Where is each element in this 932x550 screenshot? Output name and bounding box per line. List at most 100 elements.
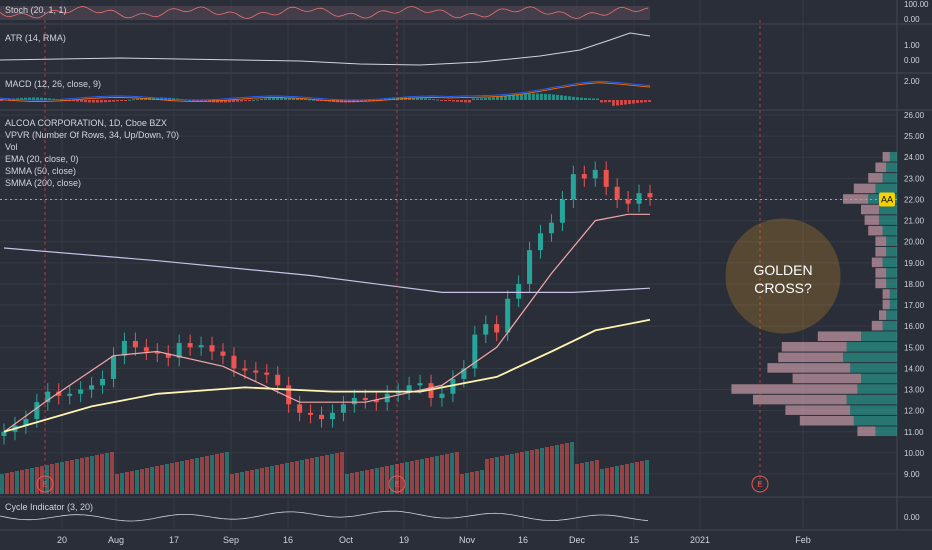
volume-bar (285, 463, 289, 494)
macd-bar (76, 100, 79, 102)
volume-bar (0, 474, 4, 494)
macd-bar (248, 100, 251, 101)
volume-bar (425, 458, 429, 494)
candle-body (362, 397, 368, 401)
volume-bar (645, 460, 649, 494)
macd-bar (300, 98, 303, 100)
annotation-line-2: CROSS? (754, 280, 812, 296)
macd-bar (128, 99, 131, 101)
volume-bar (435, 456, 439, 494)
time-tick: 17 (169, 535, 179, 545)
volume-bar (610, 467, 614, 494)
price-tick: 25.00 (904, 132, 925, 141)
volume-bar (265, 467, 269, 494)
candle-body (592, 169, 598, 179)
volume-bar (440, 455, 444, 494)
volume-bar (150, 467, 154, 494)
candle-body (461, 368, 467, 379)
volume-bar (635, 462, 639, 494)
macd-bar (604, 100, 607, 103)
candle-body (78, 389, 84, 394)
vpvr-up-bar (861, 331, 897, 342)
overlay-smma200: SMMA (200, close) (5, 178, 82, 188)
time-tick: Nov (459, 535, 476, 545)
vpvr-down-bar (781, 342, 847, 352)
price-tick: 18.00 (904, 280, 925, 289)
macd-bar (480, 98, 483, 100)
macd-bar (552, 94, 555, 100)
vpvr-down-bar (871, 320, 883, 331)
macd-bar (112, 100, 115, 102)
vpvr-down-bar (875, 236, 887, 246)
volume-bar (630, 463, 634, 494)
volume-bar (550, 446, 554, 494)
macd-bar (472, 98, 475, 100)
macd-bar (412, 97, 415, 100)
candle-body (198, 345, 204, 348)
time-tick: 16 (518, 535, 528, 545)
volume-bar (560, 444, 564, 494)
vpvr-up-bar (843, 352, 897, 363)
time-tick: 20 (57, 535, 67, 545)
macd-bar (576, 97, 579, 100)
price-tick: 11.00 (904, 428, 924, 437)
volume-bar (110, 452, 114, 494)
candle-body (439, 393, 445, 398)
vpvr-down-bar (817, 331, 861, 342)
macd-bar (628, 100, 631, 105)
time-tick: Oct (339, 535, 354, 545)
candle-body (395, 391, 401, 394)
candle-body (176, 343, 182, 358)
volume-bar (345, 474, 349, 494)
volume-bar (575, 464, 579, 494)
volume-bar (525, 451, 529, 494)
price-tick: 21.00 (904, 217, 925, 226)
volume-bar (230, 474, 234, 494)
macd-bar (292, 97, 295, 100)
macd-bar (108, 100, 111, 102)
price-tick: 15.00 (904, 343, 925, 352)
price-tick: 22.00 (904, 195, 925, 204)
volume-bar (625, 464, 629, 494)
macd-bar (196, 100, 199, 101)
candle-body (483, 324, 489, 335)
vpvr-down-bar (857, 426, 876, 437)
candle-body (242, 368, 248, 371)
macd-bar (636, 100, 639, 104)
volume-bar (355, 472, 359, 494)
macd-bar (648, 100, 651, 102)
vpvr-up-bar (886, 278, 897, 289)
macd-bar (520, 94, 523, 100)
candle-body (187, 343, 193, 348)
candle-body (603, 169, 609, 187)
macd-bar (460, 100, 463, 103)
time-tick: 15 (629, 535, 639, 545)
macd-bar (72, 100, 75, 102)
macd-bar (640, 100, 643, 103)
volume-bar (445, 454, 449, 494)
volume-bar (530, 450, 534, 494)
macd-bar (96, 100, 99, 103)
macd-bar (308, 99, 311, 101)
earnings-label: E (394, 480, 399, 489)
macd-bar (512, 94, 515, 100)
macd-bar (432, 99, 435, 101)
vpvr-up-bar (886, 236, 897, 246)
volume-bar (115, 474, 119, 494)
macd-bar (244, 100, 247, 101)
macd-bar (84, 100, 87, 103)
macd-bar (224, 100, 227, 103)
vpvr-up-bar (861, 373, 897, 384)
macd-bar (496, 96, 499, 100)
volume-bar (590, 461, 594, 494)
time-tick: 16 (283, 535, 293, 545)
volume-bar (215, 454, 219, 494)
overlay-vpvr: VPVR (Number Of Rows, 34, Up/Down, 70) (5, 130, 180, 140)
volume-bar (70, 460, 74, 494)
candle-body (23, 419, 29, 426)
volume-bar (5, 473, 9, 494)
candle-body (45, 391, 51, 403)
macd-bar (564, 95, 567, 100)
macd-bar (612, 100, 615, 106)
